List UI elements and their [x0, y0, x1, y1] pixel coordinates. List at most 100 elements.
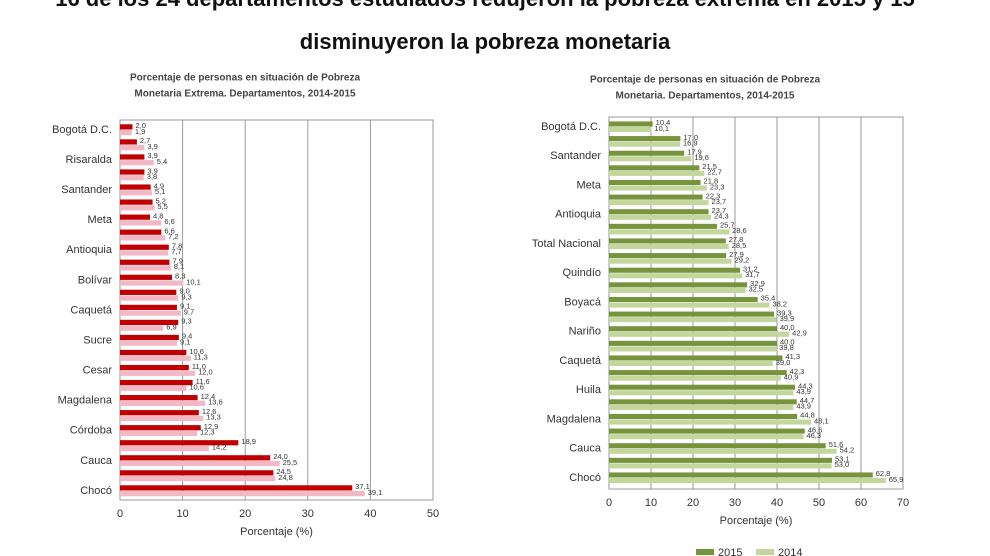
- chart-title: Monetaria. Departamentos, 2014-2015: [616, 91, 795, 102]
- data-label: 4,8: [153, 211, 163, 220]
- y-tick-label: Chocó: [80, 485, 112, 497]
- x-tick-label: 70: [897, 497, 909, 509]
- data-label: 3,9: [147, 142, 157, 151]
- bar: [120, 476, 275, 481]
- bar: [609, 317, 777, 322]
- bar: [609, 136, 680, 141]
- bar: [120, 335, 179, 340]
- y-tick-label: Boyacá: [564, 296, 602, 308]
- data-label: 44,8: [800, 411, 815, 420]
- x-tick-label: 50: [813, 497, 825, 509]
- x-tick-label: 30: [729, 497, 741, 509]
- data-label: 5,1: [155, 187, 165, 196]
- bar: [120, 371, 195, 376]
- y-tick-label: Huila: [576, 384, 602, 396]
- data-label: 8,3: [175, 272, 185, 281]
- data-label: 38,2: [772, 299, 787, 308]
- data-label: 32,5: [749, 285, 764, 294]
- bar: [609, 127, 651, 132]
- bar: [120, 130, 132, 135]
- bar: [609, 346, 776, 351]
- bar: [609, 180, 701, 185]
- bar: [609, 312, 774, 317]
- bar: [120, 220, 161, 225]
- data-label: 22,7: [707, 168, 722, 177]
- y-tick-label: Bogotá D.C.: [52, 124, 112, 136]
- bar: [609, 268, 740, 273]
- y-tick-label: Córdoba: [70, 425, 113, 437]
- x-tick-label: 0: [117, 508, 123, 520]
- data-label: 19,6: [694, 153, 709, 162]
- data-label: 3,8: [147, 172, 157, 181]
- bar: [120, 199, 153, 204]
- data-label: 65,9: [889, 475, 904, 484]
- bar: [609, 151, 684, 156]
- bar: [609, 288, 746, 293]
- x-axis-label: Porcentaje (%): [720, 515, 793, 527]
- bar: [609, 238, 726, 243]
- y-tick-label: Caquetá: [70, 304, 112, 316]
- bar: [120, 416, 203, 421]
- bar: [609, 443, 826, 448]
- y-tick-label: Cauca: [80, 455, 113, 467]
- y-tick-label: Magdalena: [547, 413, 602, 425]
- y-tick-label: Cauca: [569, 443, 602, 455]
- data-label: 9,3: [181, 317, 191, 326]
- bar: [609, 472, 873, 477]
- bar: [120, 184, 151, 189]
- data-label: 53,0: [835, 460, 850, 469]
- chart-title: Monetaria Extrema. Departamentos, 2014-2…: [134, 89, 356, 100]
- bar: [609, 273, 742, 278]
- bar: [609, 186, 707, 191]
- bar: [120, 446, 209, 451]
- legend-swatch: [756, 549, 774, 555]
- data-label: 8,1: [174, 262, 184, 271]
- bar: [120, 485, 352, 490]
- x-tick-label: 20: [687, 497, 699, 509]
- bar: [120, 365, 189, 370]
- bar: [120, 455, 270, 460]
- bar: [120, 410, 199, 415]
- y-tick-label: Santander: [550, 150, 601, 162]
- data-label: 5,4: [157, 157, 167, 166]
- headline: disminuyeron la pobreza monetaria: [300, 29, 671, 54]
- bar: [120, 230, 161, 235]
- chart-title: Porcentaje de personas en situación de P…: [130, 73, 361, 84]
- bar: [609, 361, 773, 366]
- bar: [609, 449, 837, 454]
- data-label: 46,3: [806, 431, 821, 440]
- bar: [120, 470, 273, 475]
- bar: [120, 260, 169, 265]
- y-tick-label: Risaralda: [66, 154, 113, 166]
- data-label: 48,1: [814, 416, 829, 425]
- bar: [609, 297, 758, 302]
- data-label: 24,3: [714, 212, 729, 221]
- bar: [120, 145, 144, 150]
- data-label: 39,8: [779, 343, 794, 352]
- data-label: 12,3: [200, 428, 215, 437]
- bar: [120, 250, 168, 255]
- y-tick-label: Santander: [61, 184, 112, 196]
- bar: [609, 253, 726, 258]
- data-label: 28,6: [732, 226, 747, 235]
- bar: [609, 355, 782, 360]
- x-axis-label: Porcentaje (%): [240, 526, 313, 538]
- data-label: 14,2: [212, 443, 227, 452]
- bar: [609, 282, 747, 287]
- bar: [609, 200, 709, 205]
- y-tick-label: Quindío: [562, 267, 601, 279]
- bar: [120, 169, 144, 174]
- y-tick-label: Antioquia: [66, 244, 113, 256]
- y-tick-label: Antioquia: [555, 209, 602, 221]
- y-tick-label: Chocó: [569, 472, 601, 484]
- data-label: 1,9: [135, 127, 145, 136]
- bar: [609, 341, 777, 346]
- data-label: 9,3: [181, 292, 191, 301]
- bar: [609, 195, 703, 200]
- bar: [120, 461, 280, 466]
- data-label: 6,6: [164, 217, 174, 226]
- bar: [120, 326, 163, 331]
- bar: [120, 160, 154, 165]
- data-label: 31,7: [745, 270, 760, 279]
